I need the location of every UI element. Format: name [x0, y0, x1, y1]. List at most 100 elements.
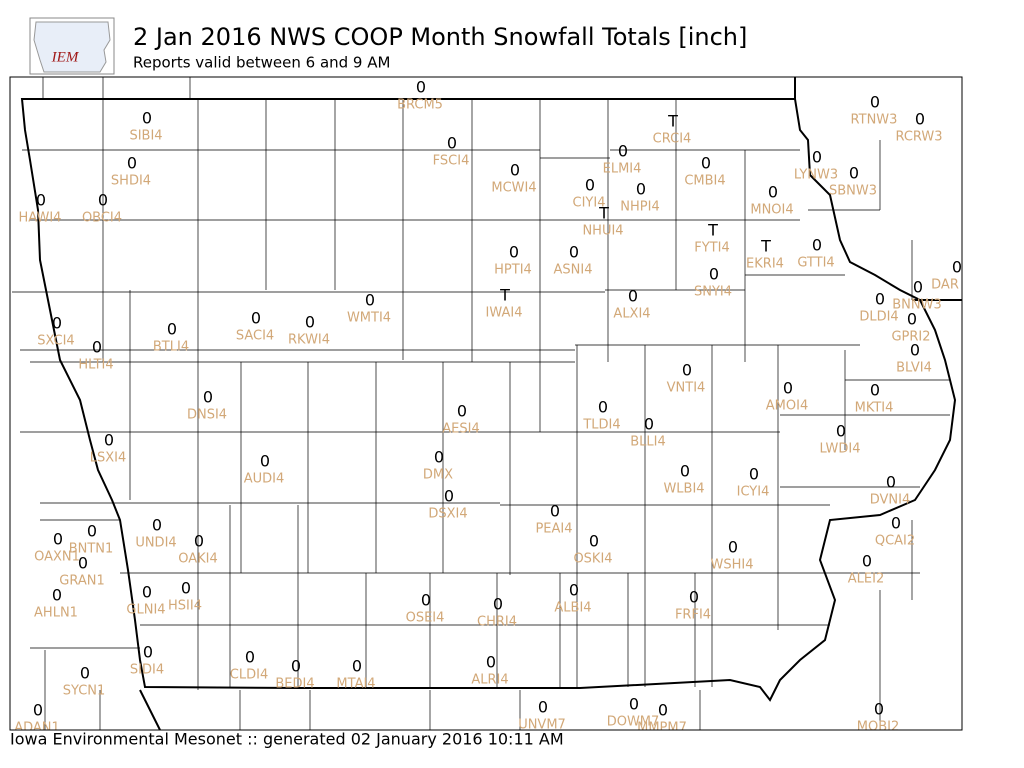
station-id: QCAI2 — [875, 534, 915, 549]
station-id: BEDI4 — [275, 677, 314, 692]
station-id: BLLI4 — [630, 435, 666, 450]
station-id: CMBI4 — [684, 174, 725, 189]
title: 2 Jan 2016 NWS COOP Month Snowfall Total… — [133, 23, 747, 51]
station-id: HPTI4 — [494, 263, 532, 278]
station-id: BNNW3 — [892, 298, 942, 313]
station-value: 0 — [52, 586, 62, 605]
station-value: 0 — [891, 514, 901, 533]
station-id: WLBI4 — [663, 482, 704, 497]
station-value: 0 — [910, 341, 920, 360]
station-value: 0 — [251, 309, 261, 328]
station-value: 0 — [874, 700, 884, 719]
station-value: 0 — [709, 265, 719, 284]
station-value: 0 — [152, 516, 162, 535]
subtitle: Reports valid between 6 and 9 AM — [133, 54, 390, 72]
station-value: 0 — [589, 532, 599, 551]
station-id: SNYI4 — [694, 285, 732, 300]
station-value: T — [760, 237, 771, 256]
station-id: SACI4 — [236, 329, 274, 344]
station-value: 0 — [36, 191, 46, 210]
station-value: 0 — [682, 361, 692, 380]
station-value: 0 — [569, 581, 579, 600]
station-id: OSEI4 — [406, 611, 445, 626]
station-value: 0 — [569, 243, 579, 262]
station-id: IWAI4 — [486, 306, 523, 321]
station-value: 0 — [365, 291, 375, 310]
station-id: DMX — [423, 468, 453, 483]
station-value: 0 — [181, 579, 191, 598]
station-value: 0 — [849, 164, 859, 183]
station-id: SBNW3 — [829, 184, 877, 199]
station-value: 0 — [245, 648, 255, 667]
station-id: DSXI4 — [428, 507, 467, 522]
station-id: AESI4 — [442, 422, 479, 437]
station-value: 0 — [550, 502, 560, 521]
station-id: GRAN1 — [59, 574, 104, 589]
station-value: 0 — [87, 522, 97, 541]
station-value: 0 — [870, 93, 880, 112]
station-value: 0 — [836, 422, 846, 441]
station-id: HLTI4 — [78, 358, 113, 373]
station-id: AMOI4 — [766, 399, 808, 414]
station-id: AUDI4 — [244, 472, 285, 487]
station-value: 0 — [509, 243, 519, 262]
state-border — [20, 98, 957, 702]
station-value: 0 — [952, 258, 962, 277]
station-value: 0 — [203, 388, 213, 407]
station-value: 0 — [915, 110, 925, 129]
station-id: CIYI4 — [573, 196, 606, 211]
station-id: NHPI4 — [620, 200, 659, 215]
station-id: ALXI4 — [613, 307, 650, 322]
station-value: 0 — [749, 465, 759, 484]
station-id: LYNW3 — [794, 168, 838, 183]
station-id: ELMI4 — [603, 162, 642, 177]
station-id: DOWM7 — [607, 715, 660, 730]
station-value: 0 — [33, 701, 43, 720]
station-value: 0 — [680, 462, 690, 481]
station-value: 0 — [689, 588, 699, 607]
station-id: BLVI4 — [896, 361, 932, 376]
station-id: ALBI4 — [554, 601, 591, 616]
station-id: LWDI4 — [819, 442, 860, 457]
station-value: T — [598, 204, 609, 223]
station-id: WSHI4 — [711, 558, 754, 573]
station-id: ICYI4 — [737, 485, 770, 500]
station-id: DAR — [931, 278, 959, 293]
station-id: SYCN1 — [63, 684, 106, 699]
station-value: 0 — [53, 530, 63, 549]
station-id: WMTI4 — [347, 311, 391, 326]
logo: IEM — [29, 17, 115, 75]
station-id: VNTI4 — [667, 381, 706, 396]
station-value: T — [667, 112, 678, 131]
station-value: 0 — [92, 338, 102, 357]
station-id: SIDI4 — [130, 663, 164, 678]
station-value: 0 — [907, 310, 917, 329]
station-value: 0 — [701, 154, 711, 173]
station-id: OAKI4 — [178, 552, 218, 567]
station-value: 0 — [812, 236, 822, 255]
station-value: 0 — [142, 583, 152, 602]
station-value: 0 — [783, 379, 793, 398]
station-value: 0 — [585, 176, 595, 195]
station-value: 0 — [875, 290, 885, 309]
station-value: 0 — [768, 183, 778, 202]
county-lines — [12, 77, 950, 730]
station-id: CRCI4 — [653, 132, 692, 147]
station-id: GLNI4 — [126, 603, 165, 618]
station-id: ADAN1 — [14, 721, 60, 736]
station-id: MOBI2 — [857, 720, 899, 735]
station-value: 0 — [104, 431, 114, 450]
station-id: MNOI4 — [750, 203, 793, 218]
station-id: SXCI4 — [37, 334, 74, 349]
station-value: 0 — [618, 142, 628, 161]
station-id: OSKI4 — [573, 552, 612, 567]
station-id: EKRI4 — [746, 257, 784, 272]
station-id: ALRI4 — [471, 673, 508, 688]
station-value: 0 — [52, 314, 62, 333]
station-id: BNTN1 — [69, 542, 114, 557]
station-value: 0 — [421, 591, 431, 610]
station-value: 0 — [862, 552, 872, 571]
station-id: MMPM7 — [637, 721, 687, 736]
